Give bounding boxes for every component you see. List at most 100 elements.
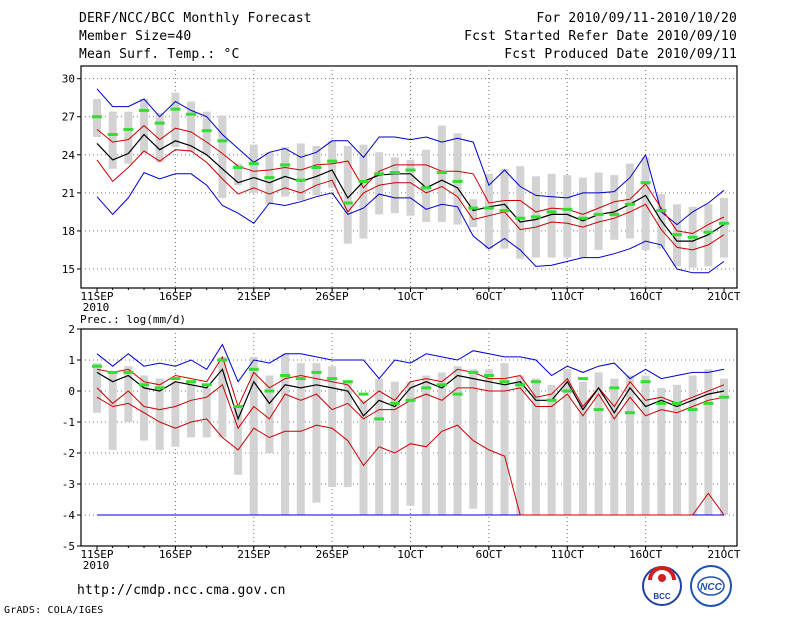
temperature-marker xyxy=(139,108,150,112)
temperature-lower-quartile-line xyxy=(96,149,725,251)
temperature-range-box xyxy=(484,173,493,249)
temperature-xtick-label: 11SEP xyxy=(80,290,113,303)
precipitation-xtick-label: 1OCT xyxy=(397,548,424,561)
precipitation-range-box xyxy=(594,372,603,515)
grads-credit: GrADS: COLA/IGES xyxy=(4,605,104,616)
footer-url[interactable]: http://cmdp.ncc.cma.gov.cn xyxy=(77,583,286,598)
precipitation-range-box xyxy=(265,375,274,453)
precipitation-range-box xyxy=(672,384,681,515)
temperature-range-box xyxy=(328,140,337,188)
temperature-range-box xyxy=(516,166,525,259)
temperature-ytick-label: 30 xyxy=(62,73,75,86)
temperature-marker xyxy=(703,230,714,234)
precipitation-ytick-label: -5 xyxy=(62,540,75,553)
temperature-marker xyxy=(499,209,510,213)
temperature-marker xyxy=(295,178,306,182)
temperature-marker xyxy=(264,176,275,180)
precipitation-marker xyxy=(233,405,244,408)
temperature-marker xyxy=(358,179,369,183)
temperature-marker xyxy=(389,171,400,175)
precipitation-marker xyxy=(609,386,620,390)
precipitation-marker xyxy=(311,370,322,374)
temperature-range-box xyxy=(594,172,603,250)
precipitation-range-box xyxy=(437,372,446,515)
temperature-marker xyxy=(719,221,729,225)
temperature-range-box xyxy=(469,199,478,228)
precipitation-marker xyxy=(186,380,197,384)
temperature-marker xyxy=(327,159,338,163)
precipitation-marker xyxy=(358,392,369,396)
precipitation-range-box xyxy=(610,378,619,515)
temperature-range-box xyxy=(547,173,556,258)
precipitation-marker xyxy=(593,408,604,412)
temperature-xtick-label: 6OCT xyxy=(476,290,503,303)
temperature-mean-line xyxy=(96,133,725,242)
temperature-ytick-label: 21 xyxy=(62,187,75,200)
temperature-marker xyxy=(405,168,416,172)
precipitation-marker xyxy=(483,374,494,377)
temperature-range-box xyxy=(453,133,462,225)
temperature-marker xyxy=(483,206,494,210)
variable-label: Mean Surf. Temp.: °C xyxy=(79,47,240,62)
precipitation-marker xyxy=(139,383,150,387)
precipitation-range-box xyxy=(484,369,493,515)
produced-date: Fcst Produced Date 2010/09/11 xyxy=(504,47,737,62)
precipitation-range-box xyxy=(657,387,666,515)
precipitation-range-box xyxy=(187,381,196,438)
temperature-marker xyxy=(640,181,651,185)
temperature-marker xyxy=(624,202,635,206)
precipitation-ytick-label: -1 xyxy=(62,416,75,429)
precipitation-range-box xyxy=(249,356,258,515)
precipitation-range-box xyxy=(578,381,587,515)
temperature-marker xyxy=(687,235,698,239)
temperature-marker xyxy=(515,216,526,220)
precipitation-ytick-label: -4 xyxy=(62,509,76,522)
precipitation-marker xyxy=(405,398,416,402)
precip-title: Prec.: log(mm/d) xyxy=(80,313,186,326)
temperature-min-line xyxy=(96,171,725,274)
precipitation-xtick-label: 26SEP xyxy=(316,548,349,561)
temperature-marker xyxy=(280,163,291,167)
temperature-range-box xyxy=(704,204,713,267)
precipitation-marker xyxy=(280,374,291,377)
temperature-range-box xyxy=(155,112,164,163)
temperature-range-box xyxy=(610,175,619,240)
precipitation-ytick-label: 1 xyxy=(68,354,75,367)
forecast-period: For 2010/09/11-2010/10/20 xyxy=(536,11,737,26)
precipitation-range-box xyxy=(453,366,462,515)
temperature-ytick-label: 18 xyxy=(62,225,75,238)
precipitation-marker xyxy=(624,411,635,415)
temperature-marker xyxy=(107,133,118,137)
precipitation-range-box xyxy=(531,378,540,515)
precipitation-range-box xyxy=(625,375,634,515)
precipitation-range-box xyxy=(234,406,243,475)
temperature-marker xyxy=(421,186,432,190)
temperature-range-box xyxy=(171,92,180,148)
precipitation-range-box xyxy=(202,387,211,438)
precipitation-xtick-label: 16OCT xyxy=(629,548,662,561)
precipitation-ytick-label: -2 xyxy=(62,447,75,460)
precipitation-marker xyxy=(248,367,259,371)
precipitation-range-box xyxy=(563,369,572,515)
temperature-xtick-label: 16OCT xyxy=(629,290,662,303)
temperature-range-box xyxy=(187,101,196,153)
precipitation-range-box xyxy=(720,378,728,515)
precipitation-marker xyxy=(687,408,698,412)
chart-title: DERF/NCC/BCC Monthly Forecast xyxy=(79,11,312,26)
precipitation-range-box xyxy=(704,369,713,515)
temperature-marker xyxy=(123,127,134,131)
temperature-range-box xyxy=(500,168,509,249)
temperature-range-box xyxy=(563,175,572,258)
temperature-marker xyxy=(186,112,197,116)
precipitation-range-box xyxy=(359,400,368,515)
temperature-range-box xyxy=(422,149,431,223)
precipitation-marker xyxy=(170,377,181,381)
temperature-xtick-label: 11OCT xyxy=(551,290,584,303)
member-size: Member Size=40 xyxy=(79,29,192,44)
temperature-marker xyxy=(170,107,181,111)
temperature-marker xyxy=(217,139,228,143)
temperature-marker xyxy=(436,171,447,175)
temperature-marker xyxy=(374,172,385,176)
